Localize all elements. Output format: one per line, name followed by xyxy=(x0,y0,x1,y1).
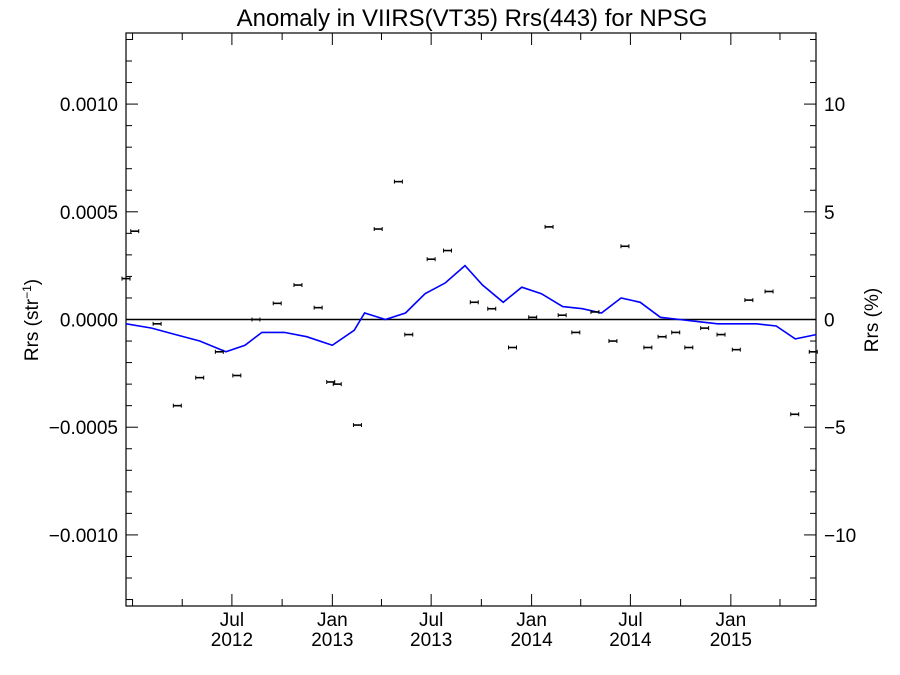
anomaly-point xyxy=(373,227,383,232)
y2-tick-label: 10 xyxy=(824,95,845,116)
x-tick-label-year: 2014 xyxy=(609,630,652,651)
anomaly-point xyxy=(313,305,323,310)
anomaly-point xyxy=(393,179,403,184)
x-tick-label-year: 2014 xyxy=(510,630,553,651)
anomaly-point xyxy=(121,276,131,281)
anomaly-point xyxy=(790,412,800,417)
y2-tick-label: −10 xyxy=(824,526,856,547)
anomaly-point xyxy=(590,309,600,314)
anomaly-point xyxy=(214,349,224,354)
x-tick-label-year: 2012 xyxy=(211,630,253,651)
smoothed-trend-line xyxy=(125,264,817,353)
y-tick-label: 0.0000 xyxy=(60,311,118,332)
anomaly-point xyxy=(528,315,538,320)
y-axis-label-superscript: −1 xyxy=(20,285,34,299)
x-tick-label-month: Jul xyxy=(419,610,443,631)
anomaly-point xyxy=(469,300,479,305)
y-tick-label: −0.0005 xyxy=(49,418,118,439)
y-tick-label: −0.0010 xyxy=(49,526,118,547)
right-y-axis: 10 5 0 −5 −10 xyxy=(804,38,856,601)
x-tick-label-month: Jul xyxy=(618,610,642,631)
y2-tick-label: 5 xyxy=(824,203,835,224)
anomaly-point xyxy=(130,229,140,234)
anomaly-point xyxy=(731,347,741,352)
y-axis-label-close: ) xyxy=(22,279,43,285)
anomaly-point xyxy=(507,345,517,350)
anomaly-point xyxy=(657,334,667,339)
anomaly-point xyxy=(808,349,818,354)
anomaly-point xyxy=(544,224,554,229)
anomaly-point xyxy=(195,375,205,380)
x-tick-label-month: Jan xyxy=(716,610,747,631)
anomaly-points xyxy=(121,179,818,428)
anomaly-point xyxy=(172,403,182,408)
anomaly-point xyxy=(426,257,436,262)
anomaly-point xyxy=(764,289,774,294)
anomaly-point xyxy=(608,339,618,344)
x-tick-label-month: Jul xyxy=(220,610,244,631)
x-tick-label-year: 2013 xyxy=(311,630,353,651)
anomaly-point xyxy=(487,306,497,311)
y2-tick-label: 0 xyxy=(824,311,835,332)
x-tick-label-year: 2013 xyxy=(410,630,452,651)
anomaly-point xyxy=(352,423,362,428)
anomaly-point xyxy=(272,301,282,306)
x-tick-label-month: Jan xyxy=(516,610,547,631)
anomaly-point xyxy=(684,345,694,350)
x-tick-label-year: 2015 xyxy=(710,630,752,651)
y-tick-label: 0.0005 xyxy=(60,203,118,224)
anomaly-point xyxy=(744,298,754,303)
anomaly-point xyxy=(671,330,681,335)
y-axis-label-main: Rrs (str xyxy=(22,298,43,361)
smoothed-line-path xyxy=(125,264,817,353)
anomaly-point xyxy=(332,382,342,387)
anomaly-point xyxy=(620,244,630,249)
y-axis-label: Rrs (str−1) xyxy=(20,279,43,361)
anomaly-point xyxy=(326,379,336,384)
anomaly-point xyxy=(232,373,242,378)
anomaly-point xyxy=(716,332,726,337)
chart-title: Anomaly in VIIRS(VT35) Rrs(443) for NPSG xyxy=(237,5,708,32)
y2-tick-label: −5 xyxy=(824,418,846,439)
x-axis: Jul2012Jan2013Jul2013Jan2014Jul2014Jan20… xyxy=(132,33,781,651)
anomaly-point xyxy=(293,283,303,288)
left-y-axis: 0.0010 0.0005 0.0000 −0.0005 −0.0010 xyxy=(49,38,138,601)
anomaly-point xyxy=(152,321,162,326)
anomaly-point xyxy=(404,332,414,337)
anomaly-point xyxy=(251,317,261,322)
anomaly-point xyxy=(643,345,653,350)
y-tick-label: 0.0010 xyxy=(60,95,118,116)
right-y-axis-label: Rrs (%) xyxy=(862,288,883,352)
anomaly-point xyxy=(443,248,453,253)
anomaly-point xyxy=(700,326,710,331)
x-tick-label-month: Jan xyxy=(317,610,348,631)
anomaly-point xyxy=(557,313,567,318)
anomaly-point xyxy=(571,330,581,335)
